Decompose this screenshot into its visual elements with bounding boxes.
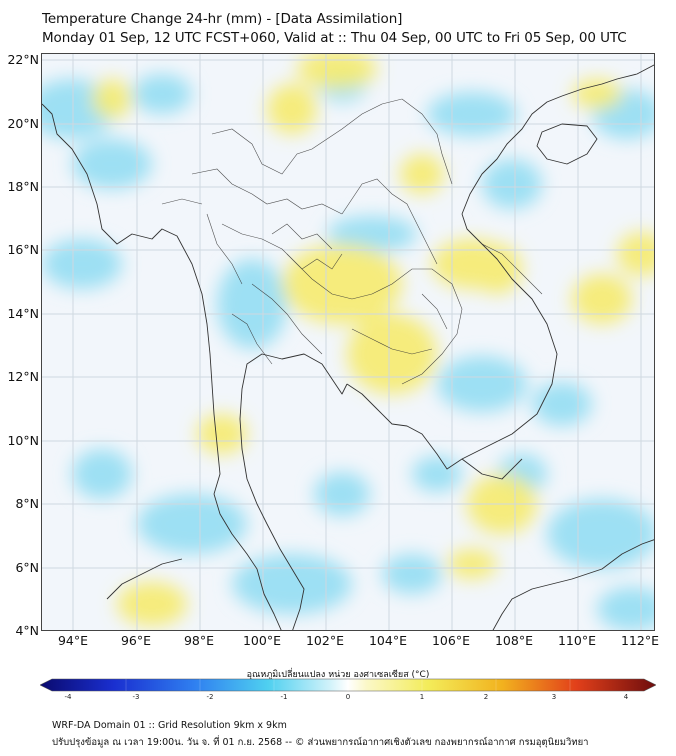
colorbar-tick: 4 [623,693,629,701]
lat-label-6: 6°N [15,560,39,575]
lat-label-20: 20°N [7,116,39,131]
colorbar-tick: 0 [345,693,351,701]
lon-label-102: 102°E [305,633,344,648]
graticule [42,54,654,630]
lon-label-108: 108°E [494,633,533,648]
lat-label-22: 22°N [7,52,39,67]
colorbar-tick: -4 [64,693,72,701]
colorbar-tick: 1 [419,693,425,701]
lat-label-16: 16°N [7,242,39,257]
lon-label-100: 100°E [242,633,281,648]
map-title: Temperature Change 24-hr (mm) - [Data As… [42,11,403,27]
lon-label-112: 112°E [620,633,659,648]
lat-label-18: 18°N [7,179,39,194]
colorbar-tick: -1 [280,693,288,701]
coastlines [42,64,654,630]
temperature-field [42,54,654,630]
lat-label-8: 8°N [15,496,39,511]
lat-label-10: 10°N [7,433,39,448]
lon-label-104: 104°E [368,633,407,648]
temperature-map [42,54,654,630]
colorbar-tick: 2 [483,693,489,701]
lon-label-98: 98°E [183,633,215,648]
colorbar [40,678,656,692]
footer-credit: ปรับปรุงข้อมูล ณ เวลา 19:00น. วัน จ. ที่… [52,737,589,748]
lat-label-12: 12°N [7,369,39,384]
lat-label-4: 4°N [15,623,39,638]
lon-label-110: 110°E [557,633,596,648]
map-panel[interactable] [41,53,655,631]
lon-label-96: 96°E [120,633,152,648]
map-subtitle: Monday 01 Sep, 12 UTC FCST+060, Valid at… [42,30,627,46]
lat-label-14: 14°N [7,306,39,321]
colorbar-tick: -2 [206,693,214,701]
province-borders [161,98,543,385]
lon-label-94: 94°E [57,633,89,648]
colorbar-tick: 3 [551,693,557,701]
colorbar-tick: -3 [132,693,140,701]
lon-label-106: 106°E [431,633,470,648]
footer-grid-info: WRF-DA Domain 01 :: Grid Resolution 9km … [52,720,287,731]
colorbar-title: อุณหภูมิเปลี่ยนแปลง หน่วย องศาเซลเซียส (… [246,670,430,680]
